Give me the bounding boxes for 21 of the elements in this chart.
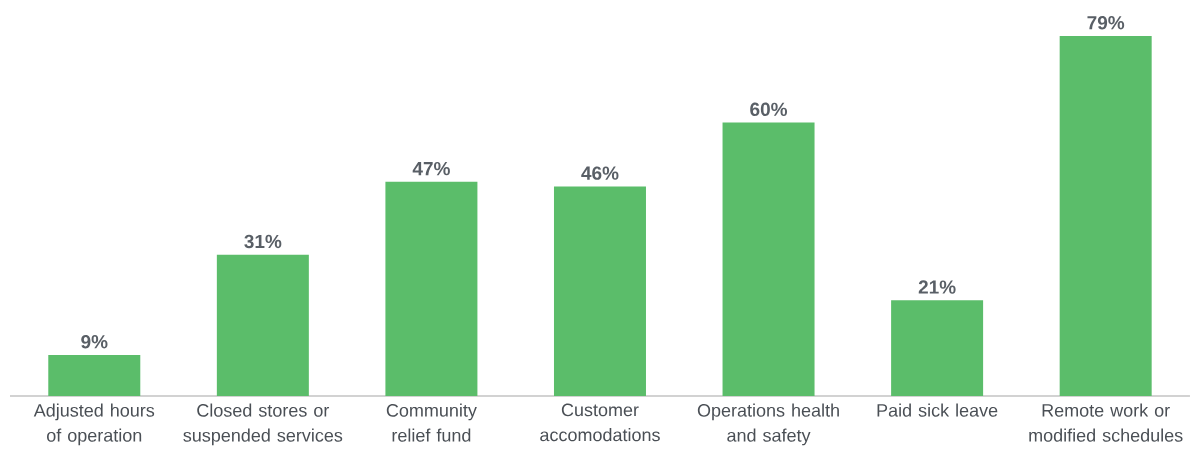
bar xyxy=(553,186,646,396)
bar xyxy=(1059,36,1152,396)
x-tick-label: Remote work or modified schedules xyxy=(1029,403,1183,442)
data-label: 9% xyxy=(81,335,108,349)
data-label: 47% xyxy=(412,161,450,176)
bar xyxy=(216,254,309,396)
x-tick-label: Operations health and safety xyxy=(697,403,839,446)
x-tick-label: Customer accomodations xyxy=(540,403,660,442)
x-tick-label: Closed stores or suspended services xyxy=(183,403,343,446)
x-tick-label: Community relief fund xyxy=(386,403,477,442)
data-label: 60% xyxy=(750,102,788,117)
data-label: 31% xyxy=(244,234,282,249)
bar xyxy=(48,354,141,396)
data-label: 46% xyxy=(581,166,619,180)
bar xyxy=(722,122,815,396)
bar xyxy=(891,300,984,396)
x-tick-label: Paid sick leave xyxy=(877,403,998,417)
data-label: 79% xyxy=(1087,16,1125,30)
bar xyxy=(385,181,478,396)
data-label: 21% xyxy=(918,280,956,294)
x-tick-label: Adjusted hours of operation xyxy=(33,403,155,446)
